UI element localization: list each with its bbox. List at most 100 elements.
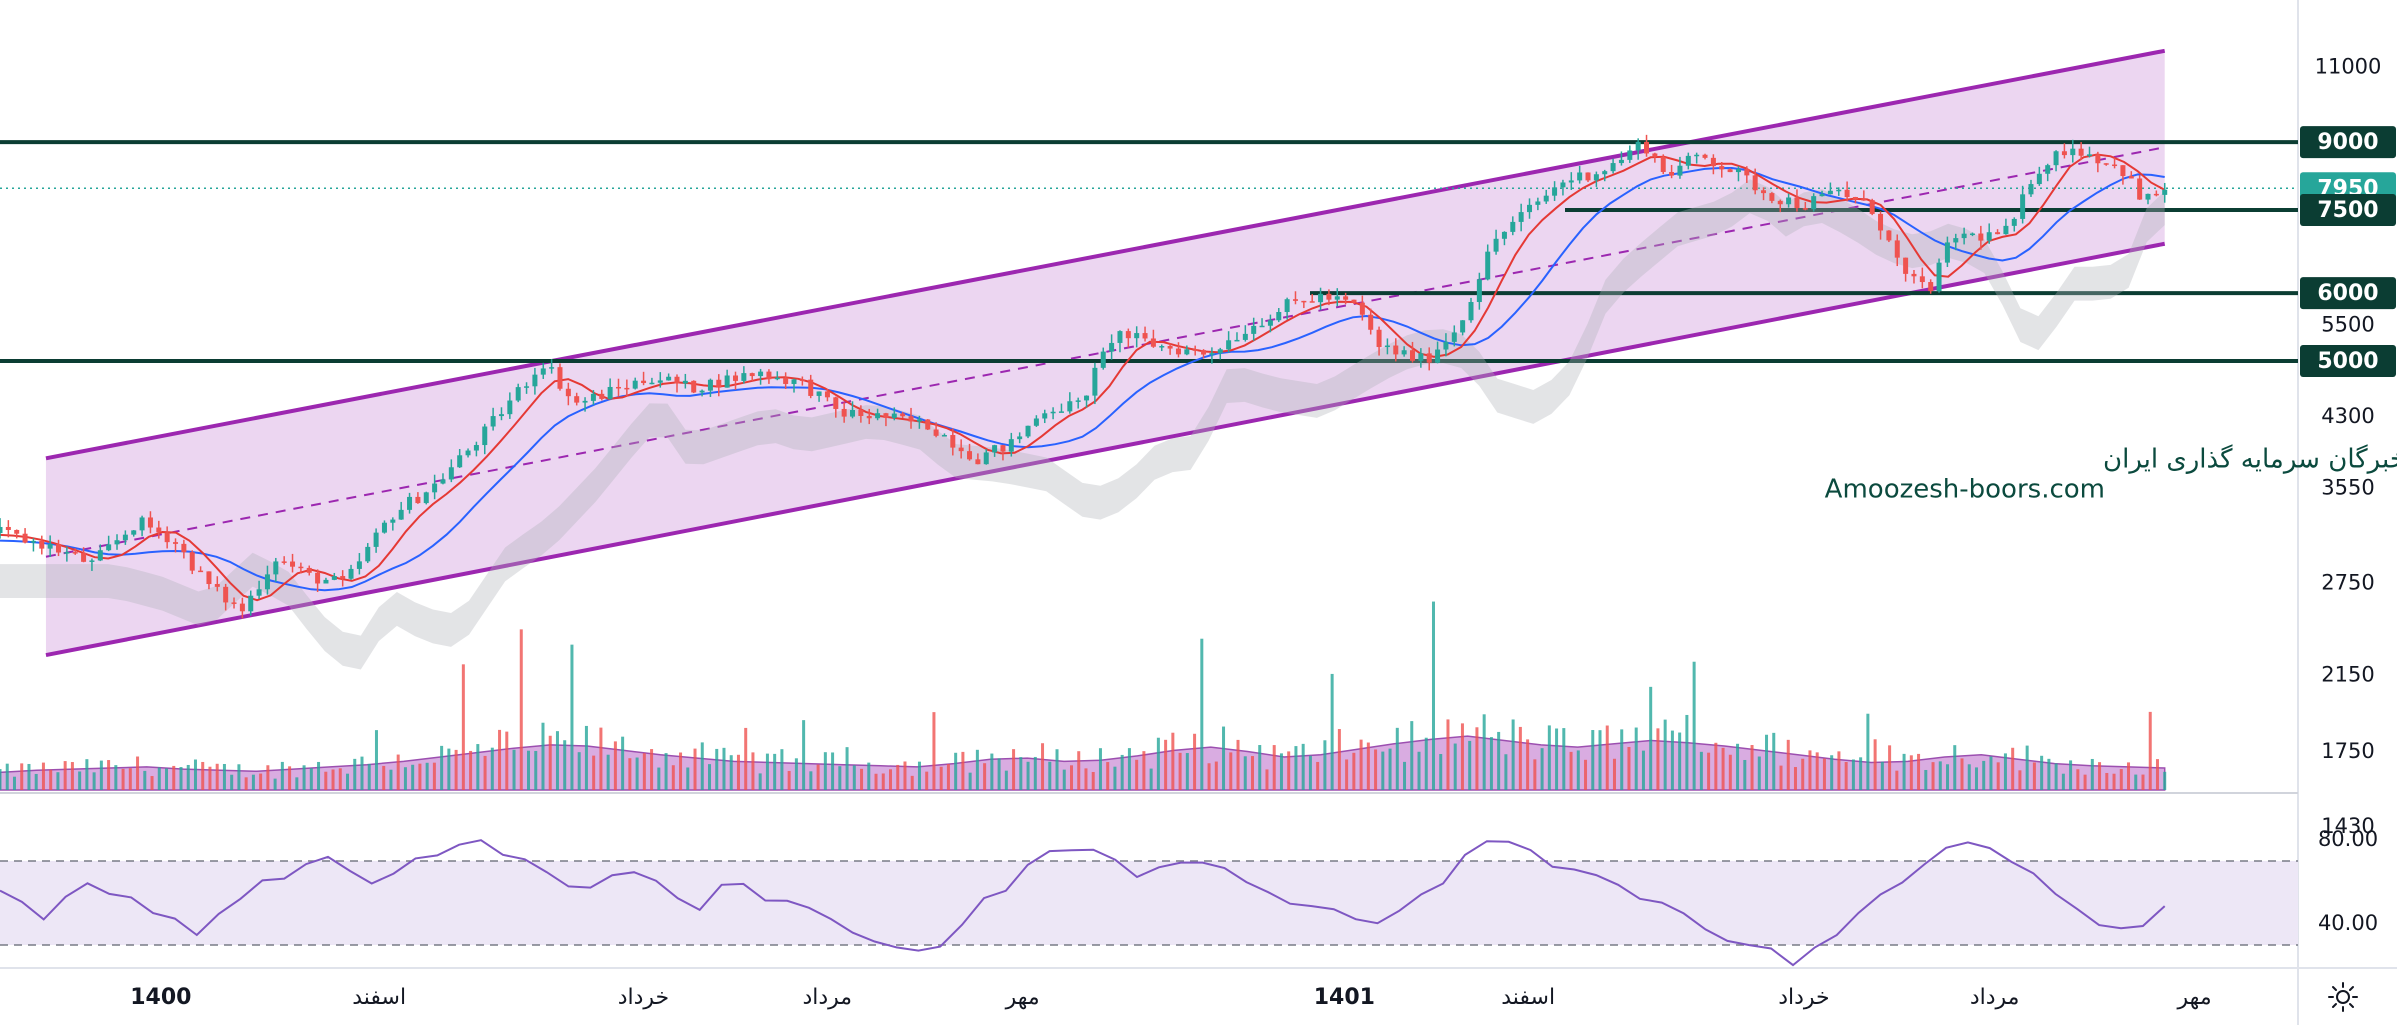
channel-lower-line[interactable]: [45, 241, 2166, 658]
time-tick-label: مهر: [2177, 985, 2212, 1010]
volume-bar: [2061, 773, 2065, 790]
volume-bar: [1330, 673, 1334, 790]
candle-body: [1418, 353, 1424, 361]
candle-body: [1409, 350, 1415, 361]
volume-bar: [1953, 745, 1957, 790]
level-6000-label: 6000: [2317, 281, 2378, 306]
volume-bar: [686, 767, 690, 790]
rsi-line[interactable]: [0, 839, 2166, 967]
level-9000-label: 9000: [2317, 130, 2378, 155]
candle-body: [498, 414, 504, 417]
volume-bar: [1982, 760, 1986, 790]
volume-bar: [736, 754, 740, 790]
ma-slow-line: [0, 166, 2165, 592]
candle-body: [1552, 187, 1558, 196]
volume-bar: [1605, 725, 1609, 790]
volume-bar: [498, 729, 502, 790]
candle-body: [64, 552, 70, 554]
candle-body: [1986, 232, 1992, 241]
volume-bar: [816, 764, 820, 790]
candle-body: [1903, 257, 1909, 274]
volume-bar: [1591, 730, 1595, 790]
volume-bar: [2083, 774, 2087, 790]
volume-bar: [613, 741, 617, 790]
volume-bar: [1482, 714, 1486, 790]
candle-body: [615, 386, 621, 389]
volume-bar: [700, 742, 704, 790]
volume-bar: [1815, 752, 1819, 790]
volume-bar: [1801, 758, 1805, 790]
price-tick-label: 4300: [2321, 404, 2374, 428]
candle-body: [2020, 194, 2026, 219]
candle-body: [1384, 345, 1390, 348]
candle-body: [231, 602, 237, 604]
candle-body: [415, 496, 421, 504]
candle-body: [916, 419, 922, 422]
candle-body: [699, 390, 705, 393]
candle-body: [1694, 154, 1700, 157]
volume-bar: [671, 765, 675, 790]
candle-body: [733, 375, 739, 381]
candle-body: [540, 368, 546, 375]
volume-bar: [1062, 769, 1066, 790]
volume-bar: [650, 749, 654, 790]
volume-bar: [1880, 761, 1884, 790]
candle-body: [841, 408, 847, 417]
candle-body: [1309, 301, 1315, 303]
volume-bar: [324, 771, 328, 790]
candle-body: [632, 380, 638, 389]
volume-bar: [208, 766, 212, 790]
candle-body: [641, 380, 647, 384]
volume-bar: [599, 727, 603, 790]
ma-fast-line: [0, 153, 2166, 602]
volume-bar: [2127, 762, 2131, 790]
candle-body: [1343, 296, 1349, 300]
candle-body: [1234, 339, 1240, 342]
chart-settings-button[interactable]: [2318, 975, 2368, 1019]
volume-bar: [85, 759, 89, 790]
candle-body: [1142, 333, 1148, 339]
candle-body: [22, 533, 28, 543]
volume-bar: [1149, 768, 1153, 790]
volume-bar: [1931, 762, 1935, 790]
candle-body: [2162, 189, 2168, 195]
volume-bar: [823, 752, 827, 790]
volume-bar: [1475, 727, 1479, 790]
candle-body: [1125, 331, 1131, 339]
volume-bar: [1685, 714, 1689, 790]
volume-bar: [1410, 721, 1414, 790]
volume-bar: [2003, 753, 2007, 790]
channel-upper-line[interactable]: [45, 48, 2166, 461]
volume-bar: [2040, 755, 2044, 790]
candle-body: [1226, 340, 1232, 350]
candle-body: [5, 526, 11, 530]
volume-bar: [635, 757, 639, 790]
candle-body: [607, 386, 613, 399]
rsi-band: [0, 861, 2298, 945]
candle-body: [1000, 445, 1006, 452]
candle-body: [1727, 169, 1733, 173]
volume-bar: [1069, 765, 1073, 790]
volume-bar: [606, 754, 610, 790]
candle-body: [1292, 299, 1298, 301]
candle-body: [1777, 200, 1783, 205]
candle-body: [2053, 151, 2059, 166]
time-tick-label: اسفند: [352, 985, 406, 1010]
volume-bar: [2032, 762, 2036, 790]
candle-body: [1359, 302, 1365, 315]
candle-body: [0, 526, 3, 534]
volume-bar: [628, 758, 632, 790]
volume-bar: [78, 771, 82, 790]
volume-bar: [570, 644, 574, 790]
volume-bar: [946, 764, 950, 790]
volume-bar: [483, 755, 487, 790]
candle-body: [1969, 233, 1975, 236]
candle-body: [14, 529, 20, 534]
volume-bar: [1743, 759, 1747, 790]
candle-body: [1618, 159, 1624, 164]
price-tick-label: 2750: [2321, 571, 2374, 595]
candle-body: [1844, 189, 1850, 198]
volume-bar: [1388, 748, 1392, 790]
